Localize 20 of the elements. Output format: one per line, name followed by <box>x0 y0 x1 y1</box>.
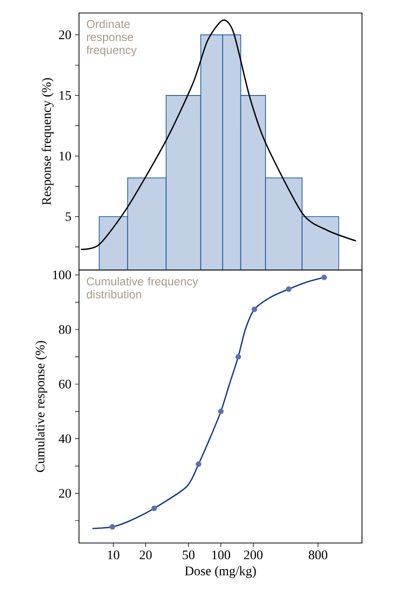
annotation: Ordinate response frequency <box>86 20 137 56</box>
x-tick-label: 50 <box>182 550 194 560</box>
y-tick-label: 80 <box>58 325 71 334</box>
y-tick-label: 5 <box>66 212 71 221</box>
x-axis-title: Dose (mg/kg) <box>184 566 256 578</box>
x-tick-label: 10 <box>108 550 120 560</box>
y-tick-label: 40 <box>58 434 71 444</box>
y-tick-label: 20 <box>59 30 71 40</box>
y-tick-label: 10 <box>60 152 71 160</box>
x-tick-label: 800 <box>308 550 328 560</box>
annotation: Cumulative frequency distribution <box>86 277 198 298</box>
x-tick-label: 20 <box>140 550 152 560</box>
y-axis-title: Response frequency (%) <box>42 78 54 206</box>
x-tick-label: 200 <box>244 550 263 560</box>
x-tick-label: 100 <box>212 550 230 560</box>
y-tick-label: 15 <box>60 91 71 100</box>
y-axis-title: Cumulative response (%) <box>35 340 48 472</box>
y-tick-label: 60 <box>59 380 71 388</box>
y-tick-label: 100 <box>53 270 71 280</box>
y-tick-label: 20 <box>59 488 71 498</box>
